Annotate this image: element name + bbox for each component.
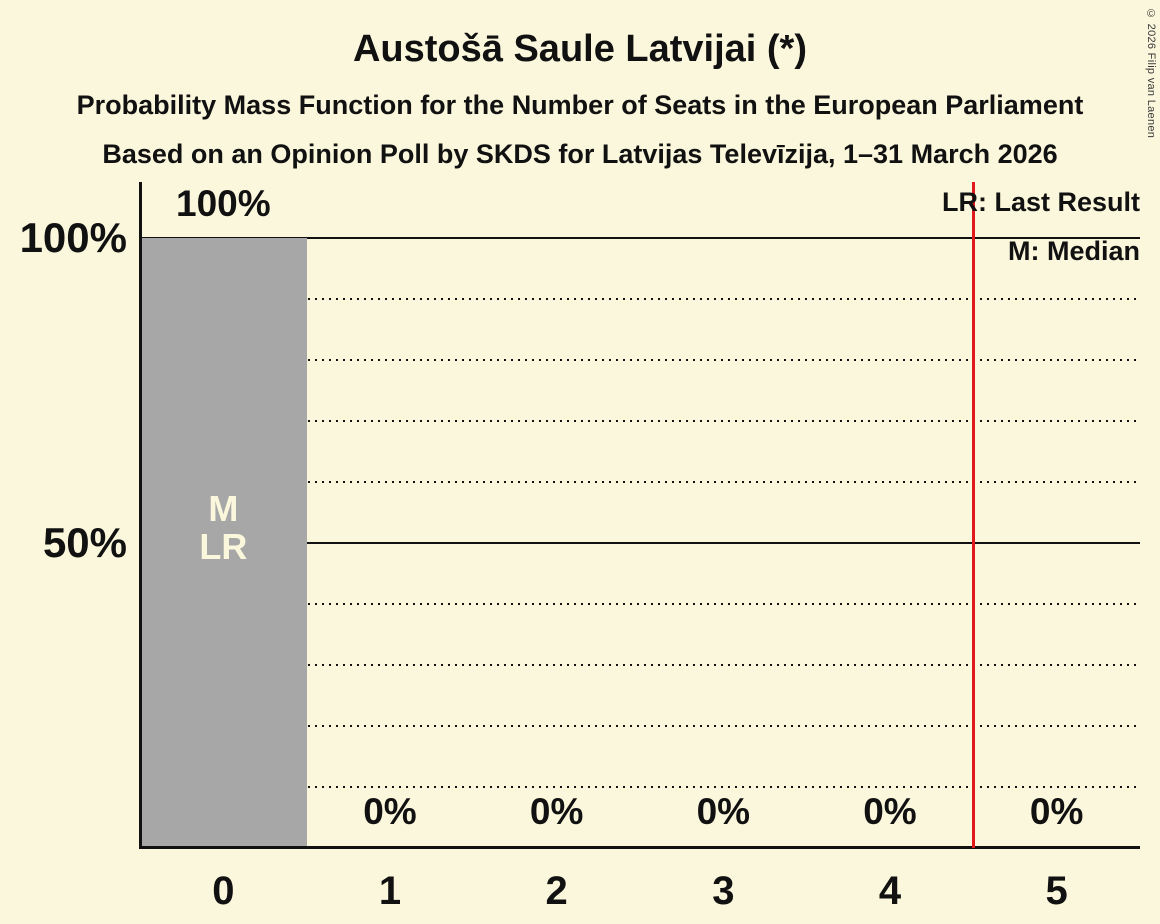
gridline-60 bbox=[140, 481, 1140, 483]
gridline-20 bbox=[140, 725, 1140, 727]
x-axis-line bbox=[139, 846, 1140, 849]
y-tick-50: 50% bbox=[42, 519, 127, 566]
gridline-50 bbox=[140, 542, 1140, 544]
gridline-90 bbox=[140, 298, 1140, 300]
gridline-80 bbox=[140, 359, 1140, 361]
y-tick-100: 100% bbox=[19, 214, 127, 261]
value-label-2: 0% bbox=[529, 791, 584, 832]
value-label-1: 0% bbox=[363, 791, 417, 832]
value-label-5: 0% bbox=[1029, 791, 1084, 832]
x-tick-4: 4 bbox=[878, 869, 902, 913]
majority-threshold-line bbox=[971, 182, 975, 848]
gridline-100 bbox=[140, 237, 1140, 239]
legend-last-result: LR: Last Result bbox=[941, 187, 1140, 217]
plot-area: 100% 0% 0% 0% 0% 0% M LR bbox=[139, 182, 1140, 849]
chart-subtitle: Probability Mass Function for the Number… bbox=[76, 90, 1084, 120]
legend-median: M: Median bbox=[1008, 236, 1140, 266]
gridline-30 bbox=[140, 664, 1140, 666]
y-axis-line bbox=[139, 182, 142, 848]
gridline-10 bbox=[140, 786, 1140, 788]
chart-poll-info: Based on an Opinion Poll by SKDS for Lat… bbox=[102, 139, 1058, 169]
x-tick-2: 2 bbox=[545, 869, 568, 913]
x-tick-0: 0 bbox=[212, 869, 235, 913]
value-label-0: 100% bbox=[176, 183, 271, 224]
x-tick-3: 3 bbox=[712, 869, 735, 913]
gridline-40 bbox=[140, 603, 1140, 605]
bar-annotation-m-lr: M LR bbox=[199, 488, 248, 567]
x-tick-5: 5 bbox=[1045, 869, 1068, 913]
bar-0 bbox=[141, 238, 307, 848]
copyright-notice: © 2026 Filip van Laenen bbox=[1145, 8, 1157, 139]
value-label-4: 0% bbox=[863, 791, 917, 832]
gridline-70 bbox=[140, 420, 1140, 422]
chart-title: Austošā Saule Latvijai (*) bbox=[352, 28, 807, 70]
x-tick-1: 1 bbox=[378, 869, 402, 913]
value-label-3: 0% bbox=[696, 791, 751, 832]
